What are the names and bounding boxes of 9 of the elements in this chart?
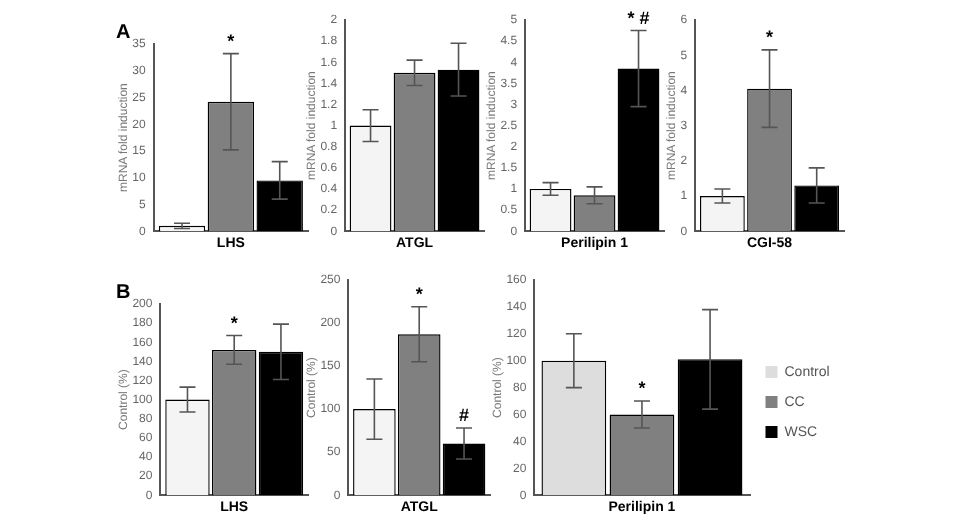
annotation: * # — [627, 7, 650, 28]
annotation: * — [227, 30, 236, 51]
annotation: * — [638, 378, 647, 399]
annotation: # — [459, 405, 470, 426]
annotation: * — [415, 283, 424, 304]
chart-title: B — [116, 281, 131, 304]
chart-title: A — [116, 21, 131, 44]
annotation: * — [766, 26, 775, 47]
annotation: * — [230, 312, 239, 333]
